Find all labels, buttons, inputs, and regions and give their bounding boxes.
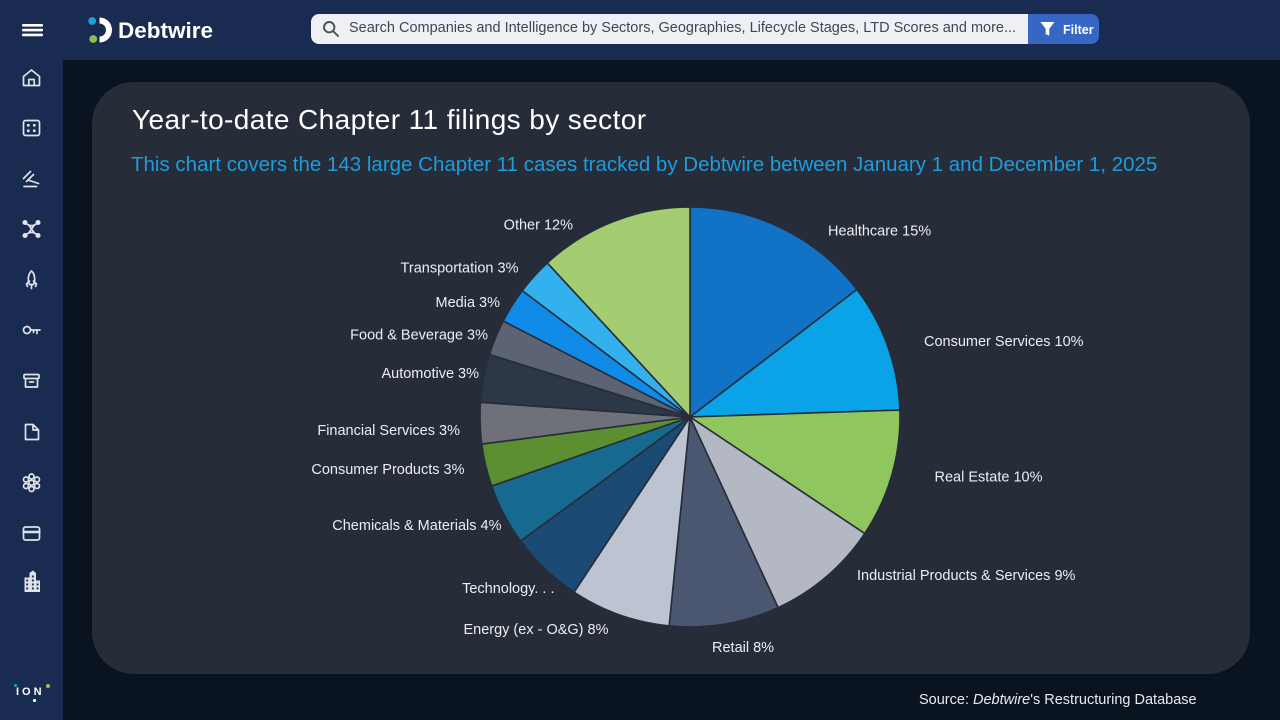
svg-text:Automotive 3%: Automotive 3% (381, 366, 479, 382)
svg-text:Industrial Products & Services: Industrial Products & Services 9% (857, 568, 1076, 584)
svg-text:Energy (ex - O&G) 8%: Energy (ex - O&G) 8% (463, 622, 608, 638)
svg-text:Food & Beverage 3%: Food & Beverage 3% (350, 328, 488, 344)
svg-text:Transportation 3%: Transportation 3% (401, 261, 519, 277)
svg-text:Technology. . .: Technology. . . (462, 581, 554, 597)
svg-text:Retail 8%: Retail 8% (712, 640, 774, 656)
svg-text:Other 12%: Other 12% (504, 218, 573, 234)
svg-text:Financial Services 3%: Financial Services 3% (317, 423, 460, 439)
svg-text:Healthcare 15%: Healthcare 15% (828, 224, 931, 240)
svg-text:Consumer Services 10%: Consumer Services 10% (924, 334, 1084, 350)
svg-text:Real Estate 10%: Real Estate 10% (935, 470, 1043, 486)
svg-text:Media 3%: Media 3% (436, 295, 501, 311)
svg-text:Consumer Products 3%: Consumer Products 3% (311, 462, 464, 478)
svg-text:Chemicals & Materials 4%: Chemicals & Materials 4% (332, 518, 501, 534)
